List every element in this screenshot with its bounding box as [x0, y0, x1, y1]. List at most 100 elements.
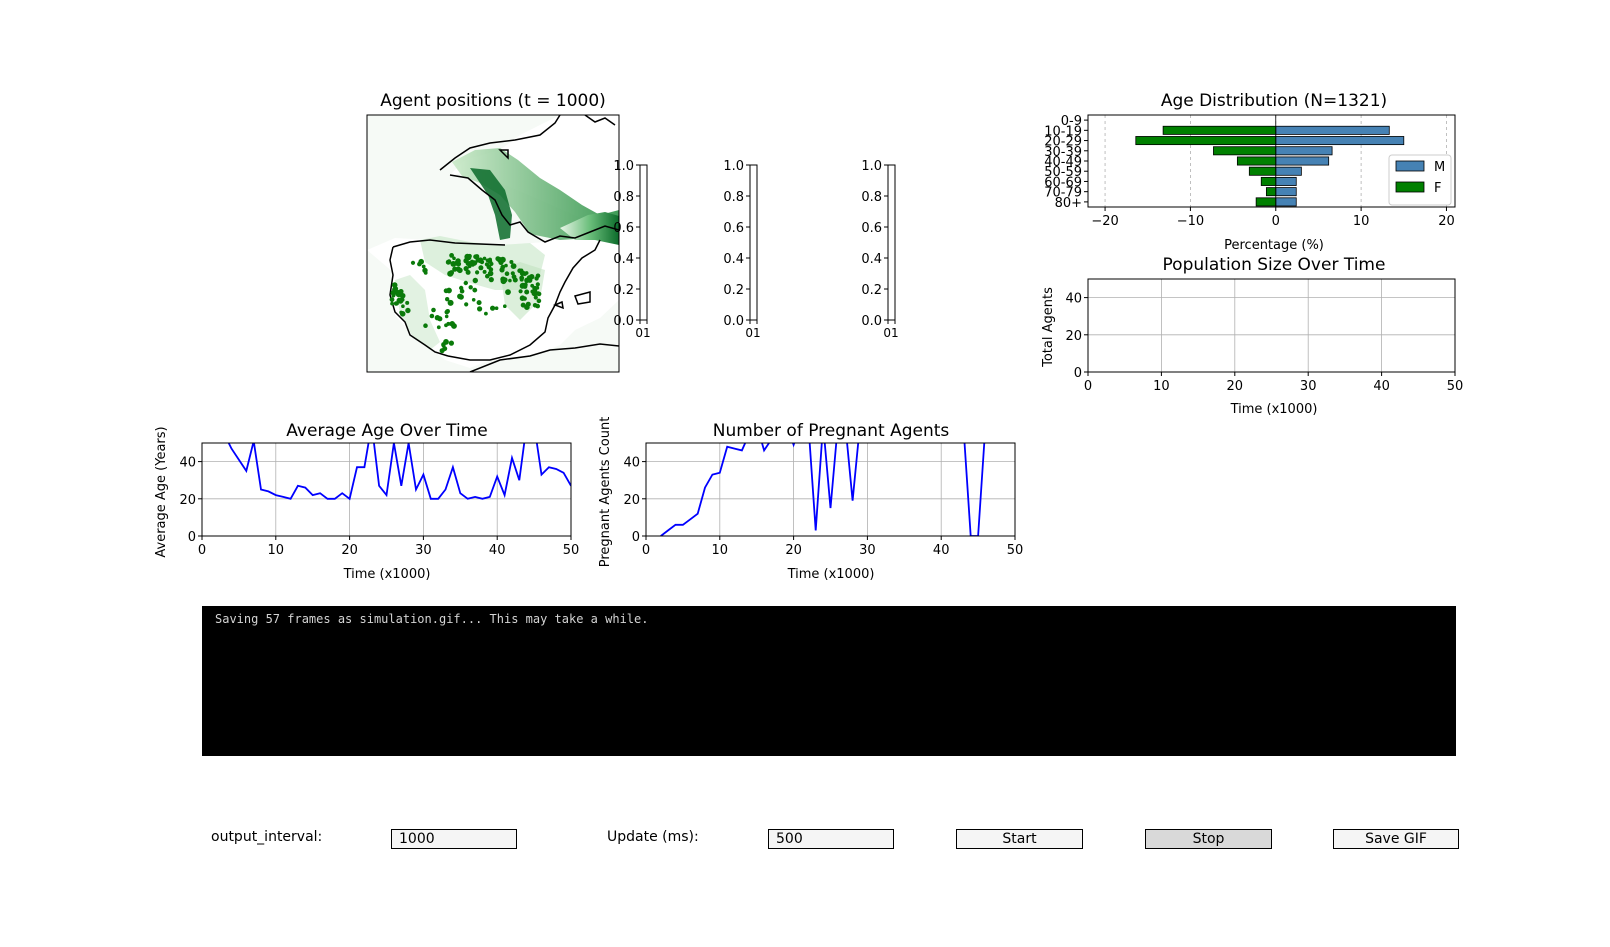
agent-dot — [431, 307, 436, 313]
empty-axis-frame — [639, 164, 648, 321]
age-bar-m — [1275, 136, 1405, 146]
age-dist-legend: M F — [1388, 154, 1452, 206]
agent-dot — [519, 282, 526, 289]
empty-axis-xtick-label: 01 — [635, 326, 650, 340]
save-gif-button[interactable]: Save GIF — [1333, 829, 1459, 849]
agent-dot — [532, 303, 538, 308]
agent-dot — [485, 273, 490, 279]
agent-dot — [519, 277, 524, 282]
agent-dot — [410, 260, 416, 265]
xtick-label: 0 — [1084, 379, 1092, 394]
console-text: Saving 57 frames as simulation.gif... Th… — [215, 612, 649, 626]
agent-dot — [524, 289, 530, 295]
map-title: Agent positions (t = 1000) — [380, 91, 606, 111]
agent-dot — [449, 253, 454, 258]
agent-dot — [449, 321, 456, 327]
agent-dot — [446, 287, 452, 294]
update-ms-input[interactable]: 500 — [768, 829, 894, 849]
agent-dot — [405, 300, 410, 305]
stop-button[interactable]: Stop — [1145, 829, 1272, 849]
agent-dot — [429, 313, 435, 319]
agent-dot — [522, 271, 528, 276]
xtick-label: 10 — [1153, 379, 1170, 394]
pregnant-ylabel: Pregnant Agents Count — [598, 417, 613, 568]
empty-axis-tick-label: 0.2 — [613, 283, 634, 298]
xtick-label: 40 — [489, 543, 506, 558]
xtick-label: 0 — [198, 543, 206, 558]
empty-axis-xtick-label: 01 — [745, 326, 760, 340]
ytick-label: 0 — [188, 530, 196, 545]
agent-dot — [511, 274, 517, 280]
agent-dot — [505, 289, 511, 295]
ytick-label: 40 — [623, 456, 640, 471]
empty-axis-tick-label: 0.2 — [861, 283, 882, 298]
ytick-label: 20 — [1065, 329, 1082, 344]
coastlines — [389, 115, 619, 372]
empty-axis-tick-label: 1.0 — [613, 159, 634, 174]
age-bar-f — [1265, 187, 1277, 197]
agent-dot — [508, 278, 512, 283]
channel-field — [452, 148, 619, 242]
plot-frame — [1087, 278, 1456, 373]
agent-dot — [392, 287, 397, 292]
agent-dot — [482, 269, 487, 274]
agent-dot — [535, 273, 541, 279]
population-title: Population Size Over Time — [1163, 255, 1386, 275]
xtick-label: 40 — [933, 543, 950, 558]
series-line — [660, 443, 986, 536]
agent-dot — [399, 310, 403, 315]
plot-frame — [201, 442, 572, 537]
pregnant-axes: 0 10 20 30 40 50 0 20 40 — [623, 442, 1023, 558]
age-dist-ytick-label: 80+ — [1055, 196, 1082, 211]
age-bar-f — [1135, 136, 1277, 146]
age-bar-m — [1275, 176, 1297, 186]
agent-dot — [396, 297, 403, 304]
agent-dot — [464, 302, 469, 307]
empty-axis-tick-label: 0.4 — [613, 252, 634, 267]
avg-age-xlabel: Time (x1000) — [343, 567, 431, 582]
agent-dot — [533, 295, 538, 300]
empty-axes-group: 0.00.20.40.60.81.0010.00.20.40.60.81.001… — [613, 159, 898, 340]
agent-dot — [463, 266, 469, 272]
legend-label-f: F — [1434, 181, 1441, 196]
agent-dot — [519, 295, 526, 302]
agent-dot — [448, 340, 454, 346]
xtick-label: 10 — [268, 543, 285, 558]
agent-dot — [400, 293, 406, 299]
agent-dot — [526, 275, 532, 280]
age-dist-ytick-label: 10-19 — [1044, 124, 1082, 139]
xtick-label: 50 — [1447, 379, 1464, 394]
agent-dot — [467, 254, 472, 259]
agent-dot — [476, 300, 482, 306]
age-bar-f — [1236, 156, 1277, 166]
age-bar-m — [1275, 187, 1297, 197]
agent-dot — [536, 298, 542, 304]
agent-dot — [457, 293, 463, 300]
output-interval-input[interactable]: 1000 — [391, 829, 517, 849]
empty-axis-frame — [749, 164, 758, 321]
agent-dot — [455, 258, 461, 264]
agent-dot — [391, 282, 398, 288]
ytick-label: 40 — [1065, 292, 1082, 307]
ytick-label: 0 — [632, 530, 640, 545]
agent-dot — [405, 307, 411, 314]
agent-dot — [477, 306, 483, 312]
output-interval-label: output_interval: — [211, 829, 323, 845]
empty-axis-tick-label: 0.2 — [723, 283, 744, 298]
agent-dot — [510, 271, 515, 276]
agent-dot — [423, 271, 428, 275]
map-axes — [367, 115, 619, 372]
plot-bg — [1088, 279, 1455, 372]
agent-dot — [457, 267, 463, 274]
agent-dot — [449, 271, 454, 276]
output-console: Saving 57 frames as simulation.gif... Th… — [202, 606, 1456, 756]
age-dist-xtick-label: 20 — [1438, 214, 1455, 229]
age-dist-ytick-label: 60-69 — [1044, 175, 1082, 190]
agent-dot — [478, 265, 484, 271]
age-bar-f — [1213, 146, 1277, 156]
agent-dot — [487, 270, 494, 277]
start-button[interactable]: Start — [956, 829, 1083, 849]
agent-dot — [459, 285, 464, 291]
agent-dot — [417, 261, 422, 267]
agent-dot — [490, 305, 496, 311]
